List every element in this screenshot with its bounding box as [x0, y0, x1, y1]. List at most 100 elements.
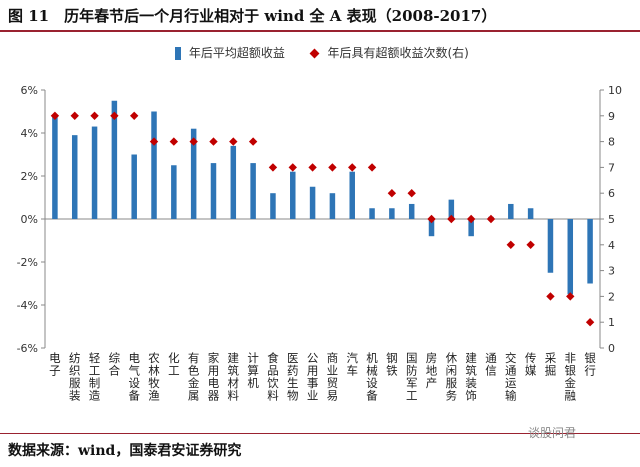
category-label: 有色金属 — [188, 351, 200, 403]
category-label: 轻工制造 — [89, 351, 101, 403]
bar — [587, 219, 593, 284]
right-tick-label: 1 — [608, 316, 615, 329]
left-tick-label: 0% — [21, 213, 38, 226]
category-label: 农林牧渔 — [148, 351, 160, 403]
category-label: 非银金融 — [565, 351, 577, 403]
legend-item-marker: 年后具有超额收益次数(右) — [309, 44, 469, 61]
count-marker — [149, 137, 159, 146]
legend-label-marker: 年后具有超额收益次数(右) — [327, 46, 469, 60]
left-tick-label: -4% — [17, 299, 38, 312]
count-marker — [447, 214, 456, 224]
count-marker — [129, 111, 139, 120]
category-label: 电子 — [49, 351, 61, 378]
figure-title: 图 11 历年春节后一个月行业相对于 wind 全 A 表现（2008-2017… — [8, 7, 497, 25]
right-tick-label: 5 — [608, 213, 615, 226]
right-tick-label: 2 — [608, 290, 615, 303]
category-label: 化工 — [168, 351, 180, 378]
legend-item-bar: 年后平均超额收益 — [175, 44, 285, 61]
right-tick-label: 7 — [608, 161, 615, 174]
right-tick-label: 8 — [608, 136, 615, 149]
bar — [151, 111, 157, 219]
bar — [270, 193, 276, 219]
legend-label-bar: 年后平均超额收益 — [188, 46, 285, 60]
left-tick-label: 6% — [21, 84, 38, 97]
title-rule — [0, 30, 640, 32]
bottom-rule — [0, 433, 640, 434]
bar — [329, 193, 336, 219]
count-marker — [288, 163, 297, 172]
count-marker — [229, 137, 238, 146]
category-label: 采掘 — [545, 351, 557, 378]
right-tick-label: 6 — [608, 187, 615, 200]
source-note: 数据来源：wind，国泰君安证券研究 — [8, 443, 242, 459]
category-label: 家用电器 — [208, 351, 220, 403]
category-label: 建筑装饰 — [465, 351, 477, 403]
watermark: 谈股问君 — [528, 426, 577, 440]
right-tick-label: 10 — [608, 84, 622, 97]
category-label: 钢铁 — [386, 351, 398, 378]
bar — [290, 171, 296, 219]
count-marker — [70, 111, 79, 120]
count-marker — [486, 214, 496, 224]
bar — [91, 126, 98, 219]
category-label: 计算机 — [247, 351, 259, 390]
category-label: 食品饮料 — [267, 351, 279, 403]
category-label: 银行 — [584, 351, 596, 378]
category-label: 公用事业 — [307, 351, 319, 403]
right-tick-label: 3 — [608, 265, 615, 278]
bar — [71, 135, 78, 219]
right-tick-label: 9 — [608, 110, 615, 123]
category-label: 休闲服务 — [446, 351, 458, 403]
category-label: 电气设备 — [128, 351, 140, 403]
bar — [250, 163, 256, 219]
bar — [111, 100, 118, 219]
category-label: 传媒 — [525, 351, 537, 378]
bar — [468, 219, 474, 237]
bar — [309, 186, 316, 219]
count-marker — [328, 163, 337, 172]
bar — [408, 203, 415, 219]
category-label: 国防军工 — [406, 351, 418, 403]
count-marker — [189, 137, 198, 146]
count-marker — [268, 163, 278, 172]
bar — [567, 219, 574, 295]
bar — [230, 145, 237, 219]
bar — [547, 219, 554, 273]
count-marker — [387, 189, 397, 198]
category-label: 商业贸易 — [327, 351, 339, 403]
bar — [527, 208, 534, 219]
count-marker — [169, 137, 179, 146]
category-label: 机械设备 — [366, 351, 378, 403]
bar — [428, 219, 435, 237]
count-marker — [248, 137, 258, 146]
count-marker — [546, 292, 555, 301]
bar — [171, 165, 177, 219]
left-tick-label: 4% — [21, 127, 38, 140]
right-tick-label: 0 — [608, 342, 615, 355]
count-marker — [466, 214, 476, 224]
bar — [131, 154, 137, 219]
left-tick-label: -6% — [17, 342, 38, 355]
count-marker — [526, 240, 535, 249]
bar — [508, 203, 514, 219]
count-marker — [506, 240, 516, 249]
bar — [389, 208, 395, 219]
bar — [369, 208, 375, 219]
category-label: 纺织服装 — [69, 351, 81, 403]
bar — [448, 199, 455, 219]
category-label: 医药生物 — [287, 351, 299, 403]
right-tick-label: 4 — [608, 239, 615, 252]
count-marker — [209, 137, 218, 146]
count-marker — [427, 214, 436, 224]
category-label: 汽车 — [346, 351, 358, 378]
count-marker — [308, 163, 317, 172]
bar — [210, 163, 217, 219]
count-marker — [110, 111, 119, 120]
category-label: 房地产 — [426, 351, 438, 390]
count-marker — [348, 163, 357, 172]
count-marker — [407, 189, 416, 198]
bar — [52, 115, 58, 219]
count-marker — [367, 163, 377, 172]
left-tick-label: 2% — [21, 170, 38, 183]
